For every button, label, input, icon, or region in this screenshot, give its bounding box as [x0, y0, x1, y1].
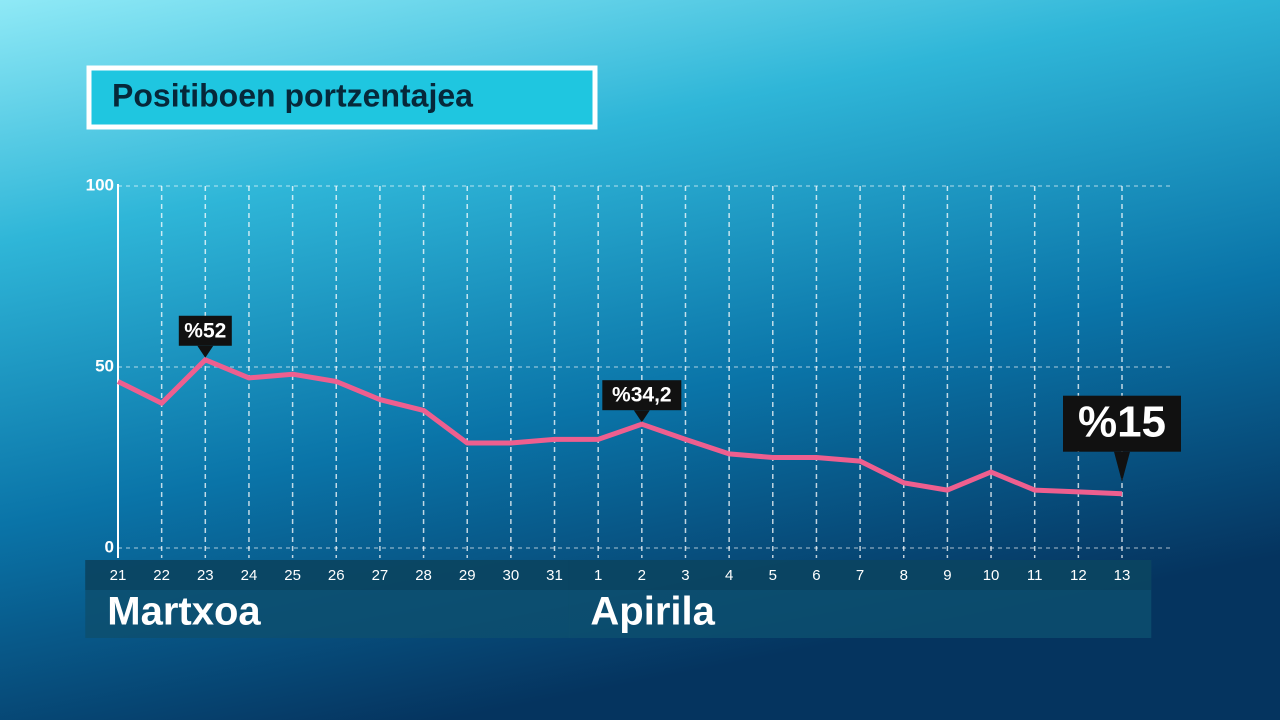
callout-box	[178, 315, 232, 346]
value-label: %52	[184, 319, 226, 342]
x-tick-label: 30	[503, 567, 520, 584]
x-tick-label: 27	[372, 567, 389, 584]
x-tick-label: 9	[943, 567, 951, 584]
x-tick-label: 5	[769, 567, 777, 584]
callout-pointer	[197, 345, 214, 358]
callout-box	[1063, 395, 1181, 452]
day-band	[85, 560, 570, 590]
y-tick-label: 100	[86, 175, 114, 194]
x-tick-label: 2	[638, 567, 646, 584]
y-tick-label: 0	[105, 537, 114, 556]
x-tick-label: 29	[459, 567, 476, 584]
x-tick-label: 10	[983, 567, 1000, 584]
x-tick-label: 23	[197, 567, 214, 584]
x-tick-label: 22	[153, 567, 170, 584]
x-tick-label: 25	[284, 567, 301, 584]
x-tick-label: 3	[681, 567, 689, 584]
callout-pointer	[1114, 451, 1130, 482]
data-line	[116, 357, 1123, 497]
month-label: Apirila	[590, 590, 715, 634]
x-tick-label: 11	[1027, 567, 1043, 584]
month-label: Martxoa	[107, 590, 261, 634]
x-tick-label: 21	[110, 567, 127, 584]
title-box	[86, 65, 598, 130]
x-tick-label: 8	[900, 567, 908, 584]
x-tick-label: 1	[594, 567, 602, 584]
value-label: %34,2	[612, 384, 672, 407]
x-tick-label: 31	[546, 567, 563, 584]
x-tick-label: 26	[328, 567, 345, 584]
callout-pointer	[633, 410, 650, 423]
callout-box	[602, 380, 682, 411]
value-label: %15	[1078, 397, 1166, 446]
x-tick-label: 28	[415, 567, 432, 584]
y-tick-label: 50	[95, 356, 114, 375]
x-tick-label: 12	[1070, 567, 1087, 584]
x-tick-label: 13	[1114, 567, 1131, 584]
day-band	[568, 560, 1152, 590]
chart-title: Positiboen portzentajea	[112, 77, 473, 113]
x-tick-label: 6	[812, 567, 820, 584]
x-tick-label: 4	[725, 567, 733, 584]
x-tick-label: 24	[241, 567, 258, 584]
x-tick-label: 7	[856, 567, 864, 584]
